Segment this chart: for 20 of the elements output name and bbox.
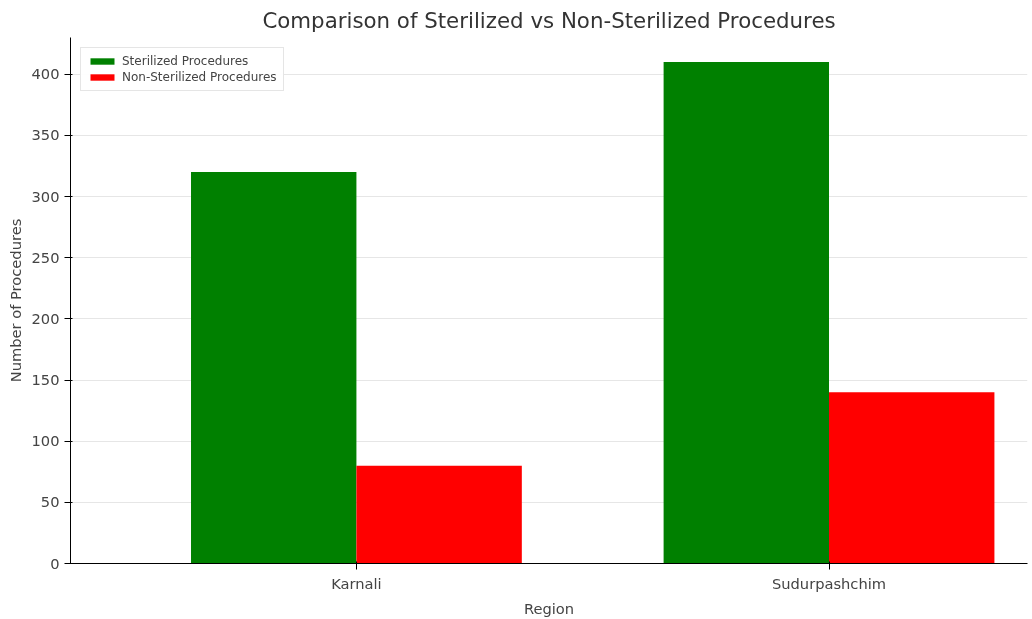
legend-label: Sterilized Procedures (122, 54, 249, 68)
chart-title: Comparison of Sterilized vs Non-Sterilized Procedures (262, 7, 836, 33)
y-tick-label: 100 (31, 432, 60, 450)
bar (829, 392, 995, 564)
y-tick-label: 0 (50, 554, 60, 572)
legend-label: Non-Sterilized Procedures (122, 70, 277, 84)
y-tick-label: 50 (40, 493, 60, 511)
bar (356, 465, 522, 564)
y-tick-label: 300 (31, 187, 60, 205)
y-tick-label: 200 (31, 309, 60, 327)
x-tick-label: Karnali (331, 574, 382, 592)
bar (191, 172, 357, 564)
y-axis-title: Number of Procedures (6, 218, 24, 383)
x-tick-label: Sudurpashchim (771, 574, 887, 592)
y-tick-label: 150 (31, 371, 60, 389)
x-axis-title: Region (523, 599, 575, 617)
y-tick-label: 350 (31, 126, 60, 144)
y-tick-label: 250 (31, 248, 60, 266)
bar (663, 61, 830, 564)
y-tick-label: 400 (31, 65, 60, 83)
